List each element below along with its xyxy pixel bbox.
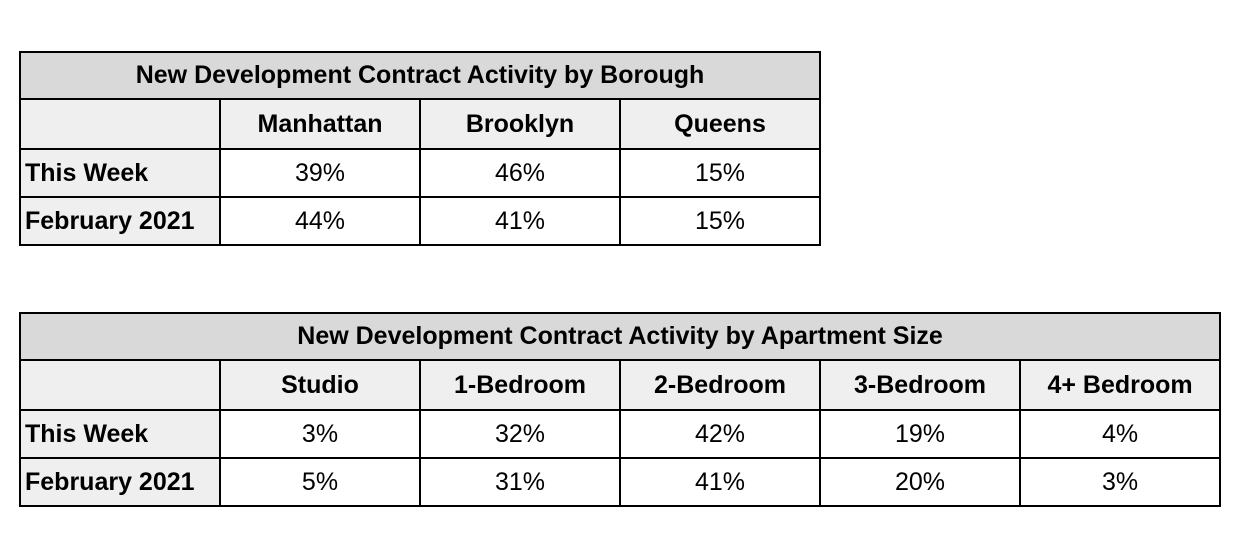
column-header: Queens	[618, 98, 822, 150]
table-cell: 19%	[819, 409, 1021, 459]
table-cell: 44%	[219, 196, 421, 246]
table-cell: 15%	[618, 196, 822, 246]
table-header-row: Manhattan Brooklyn Queens	[19, 98, 822, 150]
table-cell: 31%	[419, 457, 621, 507]
row-label: February 2021	[19, 196, 221, 246]
table-cell: 3%	[219, 409, 421, 459]
table-header-row: Studio 1-Bedroom 2-Bedroom 3-Bedroom 4+ …	[19, 359, 1222, 411]
row-label: This Week	[19, 148, 221, 198]
column-header: 2-Bedroom	[619, 359, 821, 411]
table-cell: 32%	[419, 409, 621, 459]
table-title-row: New Development Contract Activity by Apa…	[18, 312, 1222, 361]
row-label: February 2021	[19, 457, 221, 507]
column-header: Manhattan	[219, 98, 421, 150]
table-cell: 15%	[618, 148, 822, 198]
table-cell: 5%	[219, 457, 421, 507]
column-header: 3-Bedroom	[819, 359, 1021, 411]
row-label: This Week	[19, 409, 221, 459]
header-corner-cell	[19, 359, 221, 411]
table-row: February 2021 44% 41% 15%	[19, 196, 822, 246]
column-header: 1-Bedroom	[419, 359, 621, 411]
table-title-row: New Development Contract Activity by Bor…	[18, 51, 822, 100]
table-cell: 46%	[419, 148, 621, 198]
table-row: This Week 39% 46% 15%	[19, 148, 822, 198]
table-cell: 20%	[819, 457, 1021, 507]
column-header: Brooklyn	[419, 98, 621, 150]
table-row: February 2021 5% 31% 41% 20% 3%	[19, 457, 1222, 507]
table-title: New Development Contract Activity by Bor…	[18, 51, 822, 100]
table-cell: 42%	[619, 409, 821, 459]
column-header: 4+ Bedroom	[1018, 359, 1222, 411]
table-cell: 39%	[219, 148, 421, 198]
table-cell: 41%	[619, 457, 821, 507]
table-cell: 41%	[419, 196, 621, 246]
column-header: Studio	[219, 359, 421, 411]
table-cell: 3%	[1018, 457, 1222, 507]
table-cell: 4%	[1018, 409, 1222, 459]
table-title: New Development Contract Activity by Apa…	[18, 312, 1222, 361]
header-corner-cell	[19, 98, 221, 150]
apartment-size-table: New Development Contract Activity by Apa…	[18, 312, 1222, 507]
table-row: This Week 3% 32% 42% 19% 4%	[19, 409, 1222, 459]
borough-table: New Development Contract Activity by Bor…	[18, 51, 822, 246]
